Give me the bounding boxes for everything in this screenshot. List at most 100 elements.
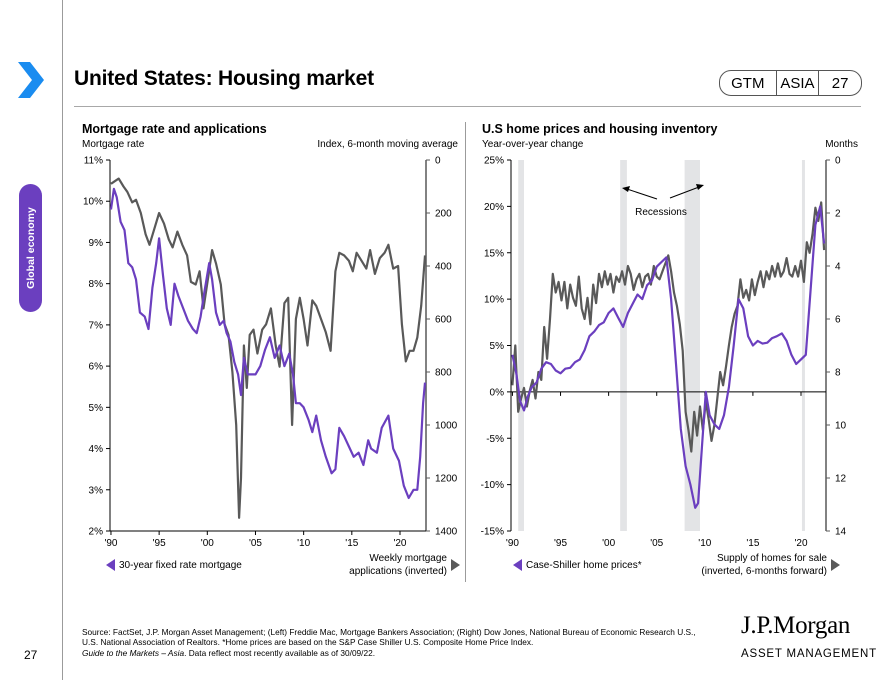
right-series-purple-line	[511, 205, 826, 509]
right-x-tick-label: '00	[602, 538, 615, 549]
triangle-right-icon	[451, 559, 460, 571]
section-tab-global-economy[interactable]: Global economy	[19, 184, 42, 312]
left-chart: 2% 3% 4% 5% 6% 7% 8% 9% 10% 11% 0 200 400 600 800 1000 1…	[83, 156, 458, 550]
right-y-tick-label: 25%	[484, 156, 504, 167]
right-y2-tick-label: 10	[835, 421, 847, 432]
page-title: United States: Housing market	[74, 67, 374, 90]
left-y-tick-label: 5%	[89, 403, 104, 414]
left-chart-title: Mortgage rate and applications	[82, 122, 267, 136]
left-x-tick-label: '10	[297, 538, 310, 549]
right-recession-band	[518, 160, 524, 531]
left-y-tick-label: 11%	[84, 156, 103, 167]
right-x-tick-label: '20	[794, 538, 807, 549]
right-chart-title: U.S home prices and housing inventory	[482, 122, 718, 136]
left-x-tick-label: '95	[153, 538, 166, 549]
source-line-3: Guide to the Markets – Asia. Data reflec…	[82, 648, 722, 658]
right-y2-tick-label: 4	[835, 262, 841, 273]
badge-gtm: GTM	[731, 74, 765, 92]
left-x-tick-label: '90	[104, 538, 117, 549]
left-legend-mortgage-rate-label: 30-year fixed rate mortgage	[119, 560, 242, 571]
left-y2-tick-label: 200	[435, 209, 452, 220]
left-x-tick-label: '05	[249, 538, 262, 549]
left-y-tick-label: 10%	[83, 197, 103, 208]
left-y-tick-label: 4%	[89, 444, 104, 455]
source-as-of: . Data reflect most recently available a…	[184, 647, 376, 658]
left-x-tick-label: '15	[345, 538, 358, 549]
right-y2-tick-label: 8	[835, 368, 841, 379]
left-legend-applications-line2: applications (inverted)	[349, 566, 447, 577]
left-y-tick-label: 7%	[89, 320, 104, 331]
right-y-tick-label: -5%	[486, 434, 504, 445]
page-number: 27	[24, 648, 38, 662]
left-x-tick-label: '00	[201, 538, 214, 549]
left-y-tick-label: 8%	[89, 279, 104, 290]
right-series-grey-line	[511, 201, 826, 453]
gtm-badge: GTM ASIA 27	[719, 70, 862, 96]
left-legend-mortgage-rate: 30-year fixed rate mortgage	[106, 559, 242, 572]
right-y2-tick-label: 12	[835, 474, 847, 485]
right-y-tick-label: 0%	[490, 387, 505, 398]
source-note: Source: FactSet, J.P. Morgan Asset Manag…	[82, 627, 722, 658]
right-y2-tick-label: 0	[835, 156, 841, 167]
right-legend-supply: Supply of homes for sale (inverted, 6-mo…	[680, 552, 840, 578]
left-y-tick-label: 3%	[89, 485, 104, 496]
source-line-2: U.S. National Association of Realtors. *…	[82, 637, 534, 648]
left-y2-tick-label: 400	[435, 262, 452, 273]
left-rail-divider	[62, 0, 63, 680]
badge-region: ASIA	[775, 71, 820, 95]
right-y2-tick-label: 6	[835, 315, 841, 326]
chart-divider	[465, 122, 466, 582]
left-series-grey-line	[110, 177, 427, 519]
right-y-tick-label: -15%	[481, 527, 504, 538]
left-legend-applications-line1: Weekly mortgage	[369, 553, 447, 564]
arrowhead-icon	[622, 186, 630, 192]
left-y2-tick-label: 0	[435, 156, 441, 167]
right-chart: -15% -10% -5% 0% 5% 10% 15% 20% 25% 0 2 4 6 8 10 12 14 '9…	[481, 156, 847, 550]
left-legend-applications: Weekly mortgage applications (inverted)	[300, 552, 460, 578]
badge-page: 27	[831, 74, 849, 92]
left-y-tick-label: 6%	[89, 362, 104, 373]
left-y2-tick-label: 1200	[435, 474, 458, 485]
source-guide-title: Guide to the Markets – Asia	[82, 647, 185, 658]
left-x-tick-label: '20	[393, 538, 406, 549]
source-line-1: Source: FactSet, J.P. Morgan Asset Manag…	[82, 627, 696, 637]
right-y2-tick-label: 2	[835, 209, 841, 220]
right-legend-home-prices: Case-Shiller home prices*	[513, 559, 642, 572]
right-chart-ylabel: Year-over-year change	[482, 139, 584, 150]
left-y2-tick-label: 800	[435, 368, 452, 379]
right-legend-supply-line2: (inverted, 6-months forward)	[701, 566, 827, 577]
right-y-tick-label: 20%	[484, 202, 504, 213]
annotation-arrow-right	[669, 186, 700, 199]
right-recession-band	[620, 160, 627, 531]
right-y-tick-label: 5%	[490, 341, 505, 352]
left-y2-tick-label: 1400	[435, 527, 458, 538]
right-x-tick-label: '95	[554, 538, 567, 549]
left-y-tick-label: 9%	[89, 238, 104, 249]
left-y2-tick-label: 1000	[435, 421, 458, 432]
left-series-purple-line	[109, 187, 427, 500]
annotation-arrow-left	[626, 188, 658, 200]
right-chart-y2label: Months	[825, 139, 858, 150]
right-legend-supply-line1: Supply of homes for sale	[716, 553, 827, 564]
right-x-tick-label: '15	[746, 538, 759, 549]
left-y2-tick-label: 600	[435, 315, 452, 326]
triangle-left-icon	[513, 559, 522, 572]
right-recession-band	[801, 160, 805, 531]
right-x-tick-label: '05	[650, 538, 663, 549]
jpmorgan-logo: J.P.Morgan	[741, 612, 851, 639]
triangle-right-icon	[831, 559, 840, 571]
right-y-tick-label: -10%	[481, 480, 504, 491]
right-y2-tick-label: 14	[835, 527, 847, 538]
right-x-tick-label: '10	[698, 538, 711, 549]
title-divider	[74, 106, 861, 107]
triangle-left-icon	[106, 559, 115, 572]
recessions-annotation: Recessions	[635, 207, 687, 218]
left-chart-ylabel: Mortgage rate	[82, 139, 145, 150]
right-legend-home-prices-label: Case-Shiller home prices*	[526, 560, 642, 571]
right-y-tick-label: 15%	[484, 248, 504, 259]
arrowhead-icon	[696, 184, 704, 190]
right-y-tick-label: 10%	[484, 295, 504, 306]
left-chart-y2label: Index, 6-month moving average	[317, 139, 458, 150]
left-y-tick-label: 2%	[89, 527, 104, 538]
